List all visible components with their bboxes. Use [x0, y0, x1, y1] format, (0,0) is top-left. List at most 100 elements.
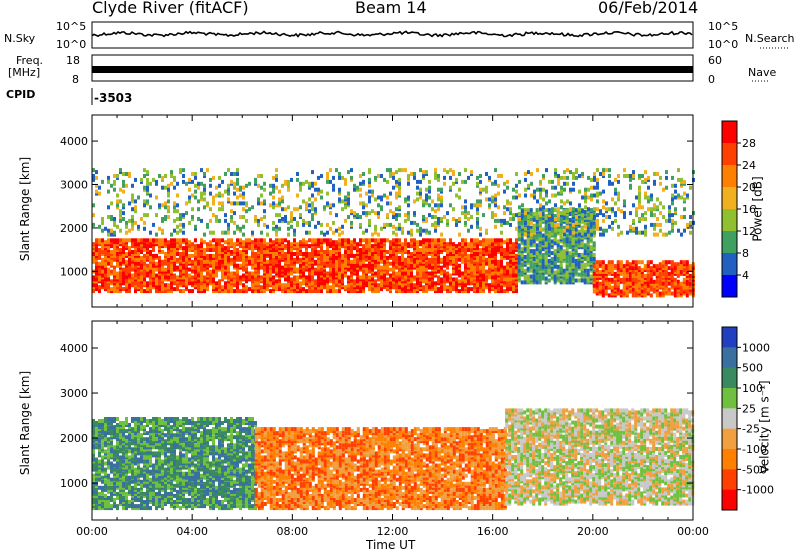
- echo-cell: [275, 255, 278, 260]
- echo-cell: [485, 269, 488, 274]
- echo-cell: [170, 285, 173, 290]
- echo-cell: [335, 255, 338, 260]
- echo-cell: [535, 247, 539, 252]
- echo-cell: [146, 263, 149, 268]
- echo-cell: [278, 197, 281, 202]
- echo-cell: [182, 255, 185, 260]
- echo-cell: [278, 273, 281, 278]
- echo-cell: [458, 289, 461, 294]
- echo-cell: [164, 201, 167, 206]
- echo-cell: [236, 238, 239, 243]
- echo-cell: [119, 255, 122, 260]
- echo-cell: [182, 265, 185, 270]
- echo-cell: [98, 248, 101, 252]
- echo-cell: [517, 237, 521, 242]
- echo-cell: [272, 195, 275, 200]
- echo-cell: [509, 217, 512, 221]
- echo-cell: [194, 269, 197, 274]
- echo-cell: [548, 226, 551, 231]
- echo-cell: [179, 244, 182, 249]
- echo-cell: [332, 203, 335, 208]
- echo-cell: [613, 264, 617, 269]
- echo-cell: [503, 248, 506, 252]
- echo-cell: [212, 277, 215, 282]
- echo-cell: [518, 232, 521, 237]
- echo-cell: [434, 203, 437, 208]
- echo-cell: [676, 262, 680, 267]
- echo-cell: [371, 277, 374, 282]
- echo-cell: [572, 172, 575, 176]
- echo-cell: [116, 224, 119, 229]
- echo-cell: [425, 197, 428, 202]
- echo-cell: [179, 281, 182, 286]
- echo-cell: [386, 255, 389, 260]
- echo-cell: [251, 230, 254, 235]
- echo-cell: [146, 238, 149, 243]
- echo-cell: [98, 261, 101, 266]
- echo-cell: [616, 291, 620, 296]
- echo-cell: [560, 218, 563, 223]
- echo-cell: [395, 265, 398, 270]
- echo-cell: [104, 226, 107, 231]
- echo-cell: [326, 271, 329, 276]
- echo-cell: [500, 269, 503, 274]
- echo-cell: [503, 218, 506, 223]
- echo-cell: [479, 240, 482, 245]
- echo-cell: [563, 181, 566, 186]
- echo-cell: [332, 220, 335, 225]
- echo-cell: [365, 275, 368, 280]
- echo-cell: [485, 242, 488, 247]
- echo-cell: [110, 238, 113, 243]
- echo-cell: [509, 277, 512, 282]
- echo-cell: [592, 268, 596, 273]
- echo-cell: [290, 283, 293, 288]
- echo-cell: [221, 238, 224, 243]
- echo-cell: [287, 259, 290, 264]
- echo-cell: [509, 207, 512, 212]
- echo-cell: [452, 217, 455, 221]
- echo-cell: [95, 183, 98, 188]
- echo-cell: [332, 255, 335, 260]
- echo-cell: [332, 183, 335, 188]
- echo-cell: [574, 249, 578, 254]
- echo-cell: [116, 174, 119, 178]
- echo-cell: [371, 252, 374, 256]
- echo-cell: [547, 264, 551, 269]
- echo-cell: [526, 253, 530, 257]
- echo-cell: [587, 195, 590, 200]
- echo-cell: [197, 261, 200, 266]
- echo-cell: [176, 181, 179, 186]
- echo-cell: [287, 205, 290, 210]
- echo-cell: [389, 261, 392, 266]
- echo-cell: [452, 207, 455, 212]
- echo-cell: [233, 185, 236, 190]
- echo-cell: [485, 238, 488, 243]
- echo-cell: [215, 281, 218, 286]
- echo-cell: [559, 262, 563, 267]
- echo-cell: [326, 246, 329, 251]
- echo-cell: [559, 251, 563, 256]
- echo-cell: [497, 283, 500, 288]
- echo-cell: [197, 181, 200, 186]
- echo-cell: [161, 267, 164, 272]
- echo-cell: [392, 224, 395, 229]
- nsky-label: N.Sky: [4, 32, 36, 45]
- echo-cell: [428, 179, 431, 184]
- echo-cell: [533, 189, 536, 194]
- echo-cell: [116, 238, 119, 243]
- echo-cell: [197, 265, 200, 270]
- echo-cell: [182, 246, 185, 251]
- echo-cell: [500, 255, 503, 260]
- echo-cell: [293, 228, 296, 233]
- echo-cell: [386, 201, 389, 206]
- echo-cell: [233, 172, 236, 176]
- echo-cell: [266, 259, 269, 264]
- echo-cell: [161, 203, 164, 208]
- echo-cell: [595, 264, 599, 269]
- echo-cell: [431, 199, 434, 204]
- echo-cell: [212, 244, 215, 249]
- echo-cell: [560, 185, 563, 190]
- echo-cell: [604, 285, 608, 290]
- echo-cell: [649, 260, 653, 265]
